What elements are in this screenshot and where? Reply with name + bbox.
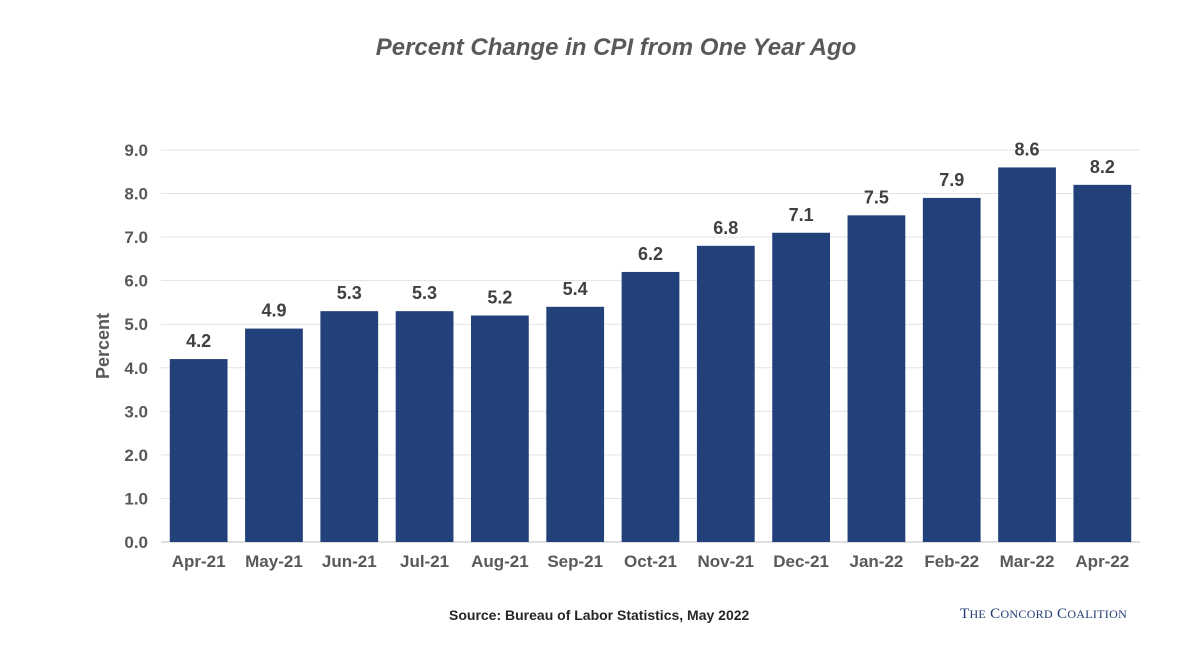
- data-label: 5.3: [337, 283, 362, 303]
- bars: [169, 167, 1132, 543]
- x-category-label: Jul-21: [400, 552, 449, 571]
- x-category-label: Mar-22: [1000, 552, 1055, 571]
- x-category-label: Feb-22: [924, 552, 979, 571]
- y-tick-label: 0.0: [124, 533, 148, 552]
- data-label: 4.9: [261, 301, 286, 321]
- data-labels: 4.2 4.9 5.3 5.3 5.2 5.4 6.2 6.8 7.1 7.5 7.9 8.6 8.2: [186, 139, 1115, 351]
- data-label: 6.2: [638, 244, 663, 264]
- y-tick-label: 4.0: [124, 359, 148, 378]
- data-label: 4.2: [186, 331, 211, 351]
- x-category-label: Jun-21: [322, 552, 377, 571]
- data-label: 7.9: [939, 170, 964, 190]
- x-axis-categories: Apr-21 May-21 Jun-21 Jul-21 Aug-21 Sep-21 Oct-…: [172, 552, 1130, 571]
- bar: [169, 359, 228, 542]
- data-label: 7.5: [864, 187, 889, 207]
- y-tick-label: 2.0: [124, 446, 148, 465]
- bar: [772, 232, 830, 542]
- x-category-label: Apr-22: [1075, 552, 1129, 571]
- data-label: 8.2: [1090, 157, 1115, 177]
- bar: [998, 167, 1056, 542]
- y-tick-label: 3.0: [124, 402, 148, 421]
- x-category-label: Dec-21: [773, 552, 829, 571]
- y-axis-title: Percent: [93, 313, 113, 379]
- y-tick-label: 1.0: [124, 489, 148, 508]
- y-tick-label: 6.0: [124, 272, 148, 291]
- bar: [922, 197, 981, 542]
- y-tick-label: 7.0: [124, 228, 148, 247]
- y-tick-label: 9.0: [124, 141, 148, 160]
- data-label: 5.3: [412, 283, 437, 303]
- bar: [395, 311, 454, 542]
- bar: [847, 215, 906, 543]
- x-category-label: Sep-21: [547, 552, 603, 571]
- organization-name: THE CONCORD COALITION: [960, 606, 1128, 622]
- bar: [546, 306, 605, 542]
- data-label: 8.6: [1015, 139, 1040, 159]
- x-category-label: Jan-22: [849, 552, 903, 571]
- data-label: 6.8: [713, 218, 738, 238]
- x-category-label: Apr-21: [172, 552, 226, 571]
- y-axis-ticks: 0.0 1.0 2.0 3.0 4.0 5.0 6.0 7.0 8.0 9.0: [124, 141, 148, 552]
- bar: [621, 271, 680, 542]
- bar: [320, 311, 379, 542]
- bar: [245, 328, 303, 542]
- source-note: Source: Bureau of Labor Statistics, May …: [449, 607, 750, 623]
- bar: [471, 315, 529, 542]
- data-label: 7.1: [789, 205, 814, 225]
- x-category-label: Nov-21: [697, 552, 754, 571]
- bar: [1073, 184, 1132, 542]
- x-category-label: May-21: [245, 552, 303, 571]
- data-label: 5.4: [563, 279, 588, 299]
- chart-title: Percent Change in CPI from One Year Ago: [375, 34, 857, 61]
- x-category-label: Oct-21: [624, 552, 677, 571]
- data-label: 5.2: [487, 288, 512, 308]
- y-tick-label: 8.0: [124, 185, 148, 204]
- x-category-label: Aug-21: [471, 552, 529, 571]
- y-tick-label: 5.0: [124, 315, 148, 334]
- bar: [696, 245, 755, 543]
